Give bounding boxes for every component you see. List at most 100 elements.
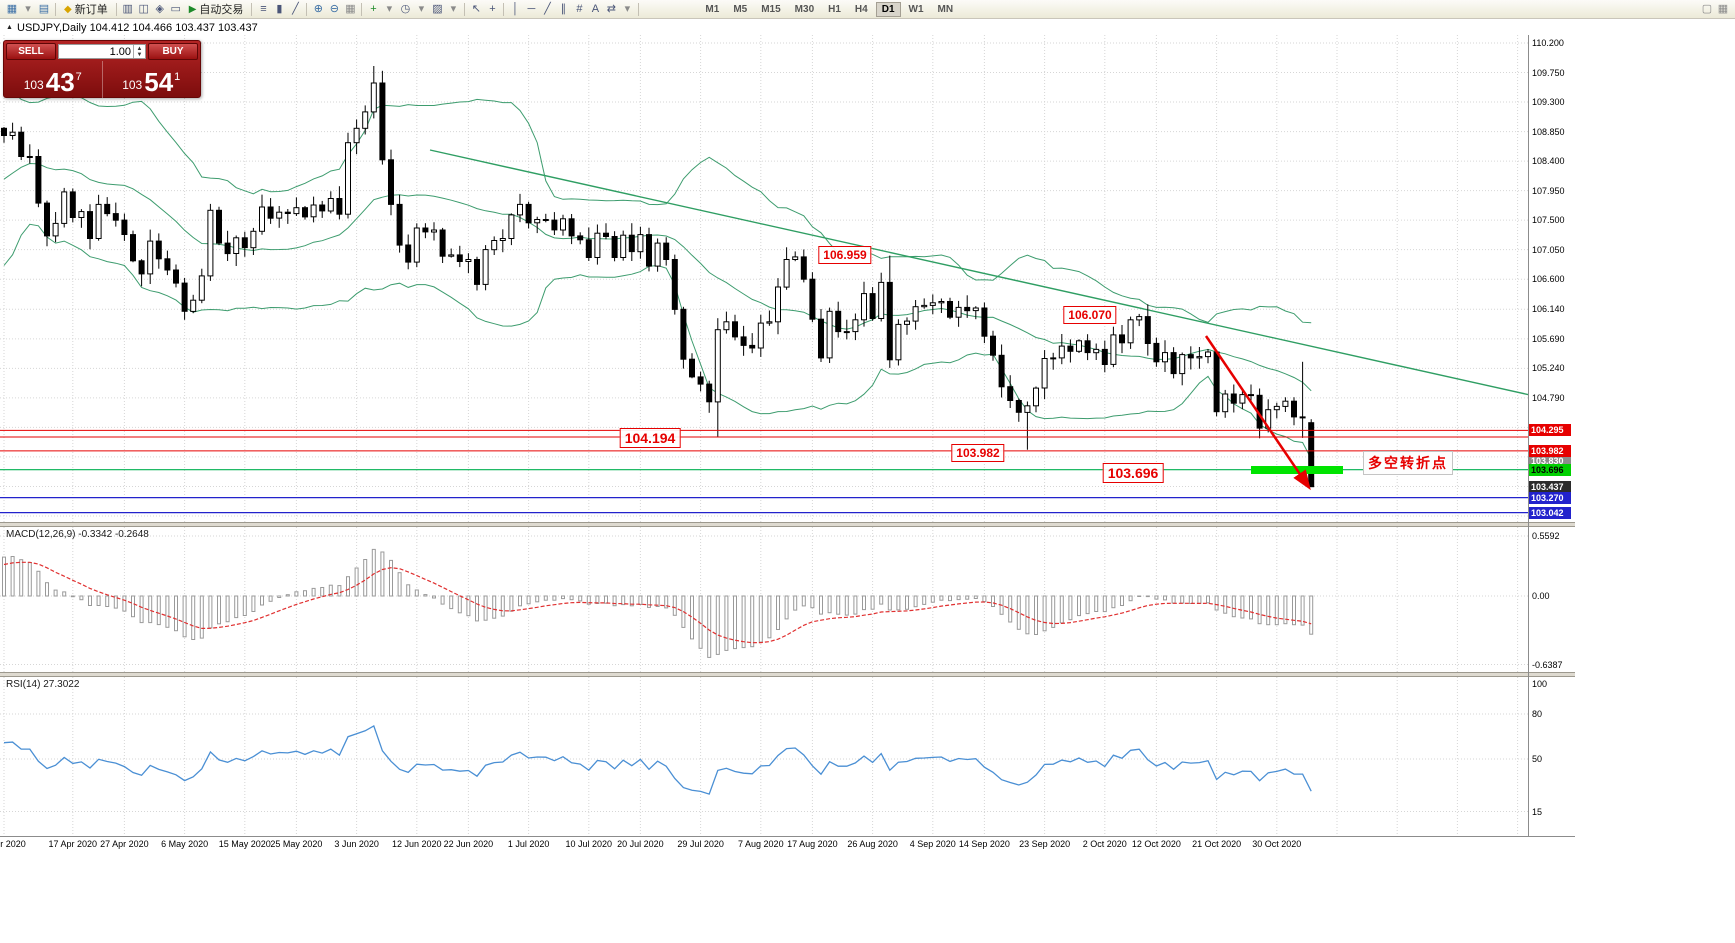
ask-price[interactable]: 103 54 1: [101, 61, 201, 98]
new-order-button[interactable]: ◆ 新订单: [59, 2, 113, 17]
buy-button[interactable]: BUY: [148, 43, 198, 60]
line-chart-icon[interactable]: ╱: [292, 2, 299, 15]
autotrading-button-icon: ▶: [188, 3, 197, 15]
date-label: 4 Sep 2020: [909, 839, 956, 849]
chart-annotation[interactable]: 104.194: [619, 428, 681, 448]
timeframe-h4[interactable]: H4: [854, 3, 868, 15]
candle: [508, 214, 515, 239]
candle: [972, 307, 979, 312]
candle: [1110, 334, 1117, 365]
red-trend-arrow[interactable]: [1204, 335, 1311, 491]
candle: [1213, 351, 1220, 413]
candle: [284, 211, 291, 214]
date-label: 30 Oct 2020: [1252, 839, 1302, 849]
timeframe-w1[interactable]: W1: [908, 3, 924, 15]
rsi-panel[interactable]: [0, 677, 1528, 835]
candle: [1093, 348, 1100, 354]
zoom-in-icon[interactable]: ⊕: [313, 2, 324, 15]
data-window-icon[interactable]: ◫: [138, 2, 149, 15]
candle: [1058, 345, 1065, 359]
autotrading-button[interactable]: ▶ 自动交易: [184, 2, 249, 17]
chart-annotation[interactable]: 多空转折点: [1363, 451, 1453, 475]
volume-down-icon[interactable]: ▼: [136, 51, 143, 58]
zoom-out-icon[interactable]: ⊖: [329, 2, 340, 15]
candle: [895, 323, 902, 361]
bar-chart-icon[interactable]: ≡: [260, 2, 267, 15]
channel-icon[interactable]: ∥: [560, 2, 567, 15]
market-watch-icon[interactable]: ▥: [122, 2, 133, 15]
templates-icon[interactable]: ▨: [432, 2, 443, 15]
date-label: 12 Jun 2020: [392, 839, 442, 849]
fibonacci-icon[interactable]: #: [576, 2, 583, 15]
candlestick-chart[interactable]: [0, 35, 1528, 522]
volume-up-icon[interactable]: ▲: [136, 45, 143, 52]
candle: [818, 318, 824, 359]
candle: [1230, 393, 1237, 404]
candle: [929, 302, 936, 306]
timeframe-mn[interactable]: MN: [937, 3, 954, 15]
terminal-icon[interactable]: ▭: [170, 2, 181, 15]
date-label: 20 Jul 2020: [617, 839, 664, 849]
indicators-dropdown-icon[interactable]: ▾: [386, 2, 393, 15]
chart-annotation[interactable]: 103.696: [1102, 463, 1164, 483]
candle: [164, 258, 171, 271]
candle: [981, 307, 988, 337]
candle: [955, 306, 962, 318]
macd-signal-line: [3, 561, 1312, 644]
timeframe-d1[interactable]: D1: [875, 1, 901, 17]
horizontal-line-icon[interactable]: ─: [527, 2, 536, 15]
cursor-icon[interactable]: ↖: [471, 2, 482, 15]
candle: [388, 159, 394, 205]
trendline-icon[interactable]: ╱: [544, 2, 551, 15]
candle: [886, 281, 893, 361]
new-chart-dropdown-icon[interactable]: ▾: [25, 2, 31, 15]
timeframe-m15[interactable]: M15: [761, 3, 781, 15]
grid-icon[interactable]: ▦: [345, 2, 356, 15]
chart-annotation[interactable]: 106.070: [1063, 306, 1117, 324]
candlestick-chart-icon[interactable]: ▮: [276, 2, 283, 15]
timeframe-m30[interactable]: M30: [794, 3, 815, 15]
timeframe-h1[interactable]: H1: [828, 3, 841, 15]
timeframe-m5[interactable]: M5: [733, 3, 748, 15]
arrows-icon[interactable]: ⇄: [606, 2, 617, 15]
candle: [1273, 405, 1280, 411]
price-tag: 103.696: [1529, 463, 1571, 476]
candle: [1144, 316, 1151, 345]
crosshair-icon[interactable]: +: [489, 2, 496, 15]
volume-input[interactable]: 1.00 ▲ ▼: [58, 44, 146, 59]
sell-button[interactable]: SELL: [6, 43, 56, 60]
periods-dropdown-icon[interactable]: ▾: [418, 2, 425, 15]
volume-spinner[interactable]: ▲ ▼: [133, 45, 145, 58]
candle: [1041, 358, 1048, 389]
templates-dropdown-icon[interactable]: ▾: [450, 2, 457, 15]
timeframe-m1[interactable]: M1: [705, 3, 720, 15]
macd-panel[interactable]: [0, 527, 1528, 672]
text-icon[interactable]: A: [591, 2, 600, 15]
workspace-icon[interactable]: ▦: [1717, 2, 1729, 15]
candle: [740, 336, 747, 346]
bid-price[interactable]: 103 43 7: [4, 61, 102, 98]
navigator-icon[interactable]: ◈: [155, 2, 164, 15]
indicators-icon[interactable]: +: [370, 2, 377, 15]
descending-trendline[interactable]: [429, 149, 1528, 396]
profiles-icon[interactable]: ▤: [38, 2, 50, 15]
vertical-line-icon[interactable]: │: [511, 2, 519, 15]
chart-windows-icon[interactable]: ▢: [1701, 2, 1713, 15]
chart-annotation[interactable]: 106.959: [818, 246, 872, 264]
panel-separator[interactable]: [0, 672, 1575, 677]
candle: [517, 203, 523, 216]
price-tag: 104.295: [1529, 424, 1571, 437]
candle: [259, 206, 265, 232]
new-chart-icon[interactable]: ▦: [6, 2, 18, 15]
candle: [783, 259, 790, 288]
panel-separator[interactable]: [0, 522, 1575, 527]
date-label: 15 May 2020: [218, 839, 271, 849]
rsi-axis-label: 50: [1532, 754, 1543, 764]
candle: [439, 229, 446, 257]
one-click-toggle-icon[interactable]: ▲: [6, 24, 13, 31]
chart-annotation[interactable]: 103.982: [951, 444, 1005, 462]
candle: [267, 206, 274, 219]
periods-icon[interactable]: ◷: [400, 2, 411, 15]
shapes-dropdown-icon[interactable]: ▾: [624, 2, 631, 15]
candle: [757, 322, 764, 349]
